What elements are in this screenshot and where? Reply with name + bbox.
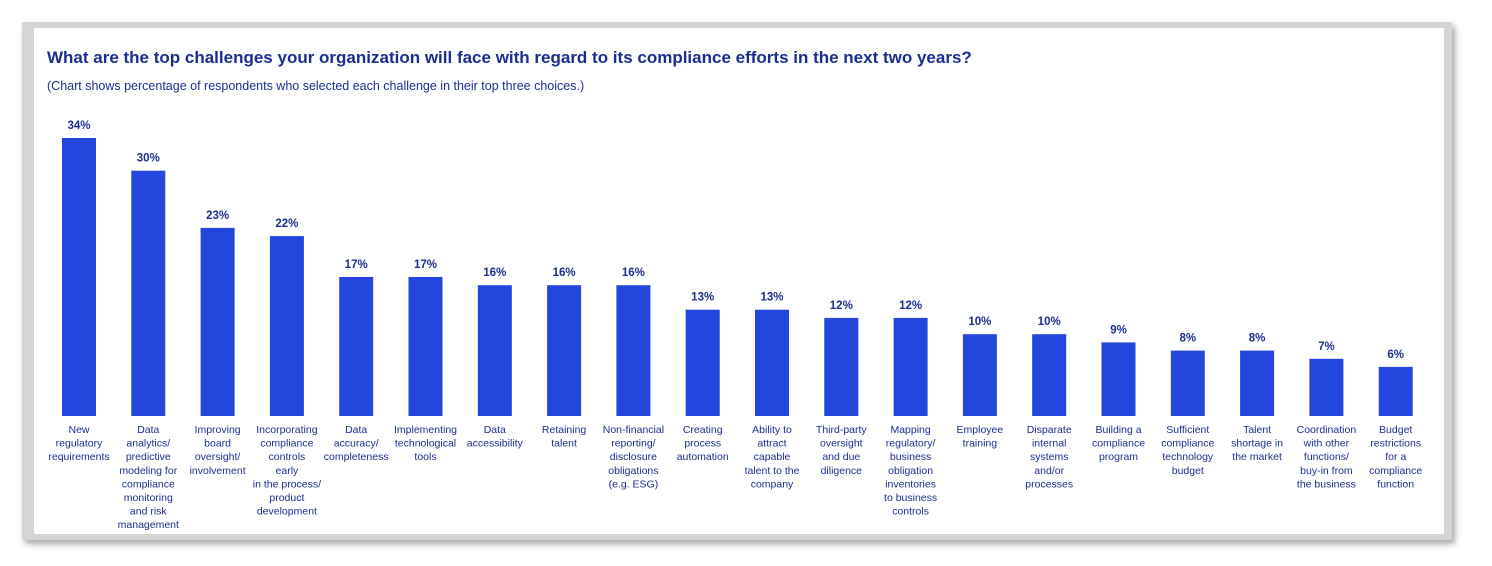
bar-value-label: 9% <box>1110 324 1127 336</box>
bar-value-label: 13% <box>760 292 783 304</box>
bar-9 <box>616 285 651 416</box>
bar-chart: 34% New regulatory requirements 30% Data analy… <box>48 120 1422 531</box>
bar-value-label: 16% <box>553 267 576 279</box>
bar-11 <box>755 309 789 416</box>
category-label: Disparate internal systems and/or processes <box>1025 424 1073 490</box>
bar-value-label: 10% <box>1038 316 1061 328</box>
bar-value-label: 7% <box>1318 341 1335 353</box>
bar-20 <box>1378 366 1413 416</box>
bar-value-label: 16% <box>622 267 645 279</box>
category-label: New regulatory requirements <box>48 424 109 463</box>
bar-5 <box>339 277 374 416</box>
category-label: Implementing technological tools <box>394 424 457 463</box>
bar-4 <box>269 236 304 416</box>
category-label: Data accessibility <box>467 424 524 450</box>
bar-8 <box>547 285 582 416</box>
category-label: Building a compliance program <box>1092 424 1145 463</box>
bar-19 <box>1309 358 1344 416</box>
chart-subtitle: (Chart shows percentage of respondents w… <box>47 79 585 93</box>
chart-card: What are the top challenges your organiz… <box>34 28 1444 534</box>
category-label: Employee training <box>957 424 1004 450</box>
bar-value-label: 6% <box>1387 349 1404 361</box>
bar-7 <box>477 285 512 416</box>
bar-14 <box>962 334 997 416</box>
bar-value-label: 23% <box>206 210 229 222</box>
bar-6 <box>408 277 443 416</box>
bar-value-label: 22% <box>275 218 298 230</box>
bar-value-label: 17% <box>414 259 437 271</box>
bar-value-label: 12% <box>830 300 853 312</box>
category-label: Improving board oversight/involvement <box>190 424 246 477</box>
bar-17 <box>1170 350 1205 416</box>
category-label: Data analytics/predictive modeling for comp… <box>118 424 179 531</box>
bar-15 <box>1032 334 1067 416</box>
bar-18 <box>1240 350 1275 416</box>
bar-16 <box>1101 342 1136 416</box>
bar-2 <box>131 170 166 416</box>
bar-value-label: 34% <box>67 120 90 132</box>
category-label: Talent shortage in the market <box>1231 424 1283 463</box>
bar-value-label: 16% <box>483 267 506 279</box>
bar-value-label: 17% <box>345 259 368 271</box>
bar-12 <box>824 317 859 416</box>
category-label: Mapping regulatory/business obligation inve… <box>884 424 937 518</box>
category-label: Sufficient compliance technology budget <box>1161 424 1214 477</box>
bar-10 <box>685 309 720 416</box>
category-label: Data accuracy/completeness <box>324 424 389 463</box>
category-label: Coordination with other functions/buy-in f… <box>1297 424 1357 490</box>
bar-3 <box>200 227 235 416</box>
bar-value-label: 30% <box>137 153 160 165</box>
bar-13 <box>893 317 928 416</box>
category-label: Budget restrictions for a compliance functio… <box>1369 424 1422 490</box>
bar-value-label: 10% <box>968 316 991 328</box>
category-label: Creating process automation <box>677 424 729 463</box>
category-label: Incorporating compliance controls early in t… <box>253 424 321 518</box>
bar-1 <box>62 138 96 416</box>
category-label: Ability to attract capable talent to the com… <box>745 424 800 490</box>
category-label: Third-party oversight and due diligence <box>816 424 868 477</box>
bar-value-label: 8% <box>1179 333 1196 345</box>
category-label: Non-financial reporting/disclosure obligat… <box>603 424 664 490</box>
bar-value-label: 13% <box>691 292 714 304</box>
bar-value-label: 8% <box>1249 333 1266 345</box>
category-label: Retaining talent <box>542 424 587 450</box>
bar-value-label: 12% <box>899 300 922 312</box>
chart-title: What are the top challenges your organiz… <box>47 48 972 67</box>
